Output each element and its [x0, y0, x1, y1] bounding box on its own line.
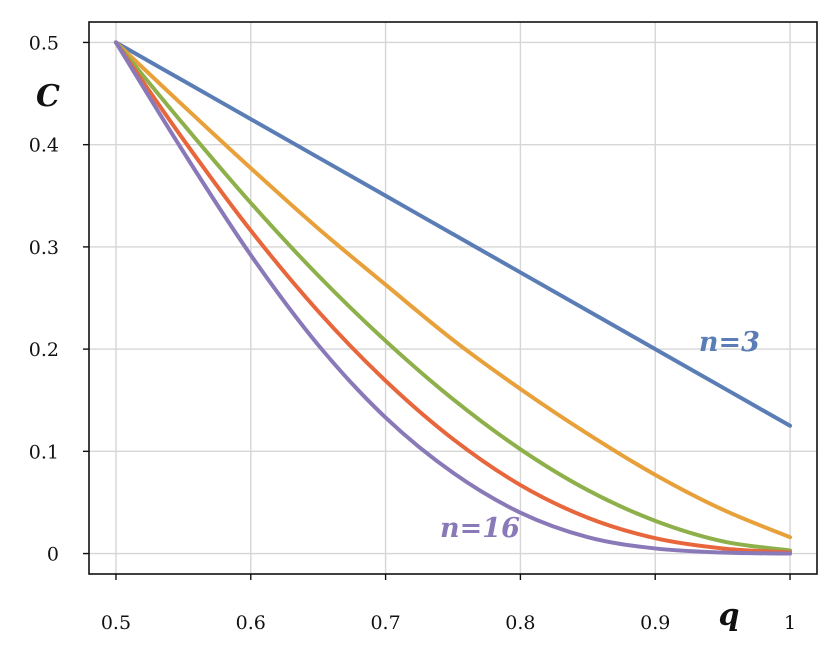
y-tick-label: 0.2	[29, 339, 59, 361]
y-tick-label: 0.4	[29, 135, 59, 157]
y-tick-label: 0.5	[29, 32, 59, 54]
series-line-5	[113, 40, 793, 556]
annotations: n=3 n=16	[440, 327, 760, 544]
tick-labels: 0.5 0.6 0.7 0.8 0.9 1 0 0.1 0.2 0.3 0.4 0.5	[29, 32, 796, 634]
plot-frame	[88, 21, 818, 575]
series-layer	[113, 40, 793, 556]
series-line-2	[113, 40, 793, 540]
x-tick-label: 1	[784, 612, 796, 634]
x-tick-label: 0.6	[236, 612, 266, 634]
x-tick-label: 0.8	[505, 612, 535, 634]
grid	[89, 22, 817, 574]
x-tick-label: 0.5	[101, 612, 131, 634]
series-line-4	[113, 40, 793, 555]
y-tick-label: 0.1	[29, 441, 59, 463]
series-line-1	[113, 40, 793, 428]
series-annotation: n=16	[440, 513, 520, 544]
series-line-3	[113, 40, 793, 553]
x-axis-label: q	[719, 598, 740, 633]
y-axis-label: C	[36, 79, 60, 114]
x-tick-label: 0.9	[640, 612, 670, 634]
y-tick-label: 0	[47, 544, 59, 566]
series-annotation: n=3	[699, 327, 760, 358]
x-tick-label: 0.7	[370, 612, 400, 634]
ticks	[83, 41, 791, 580]
y-tick-label: 0.3	[29, 237, 59, 259]
